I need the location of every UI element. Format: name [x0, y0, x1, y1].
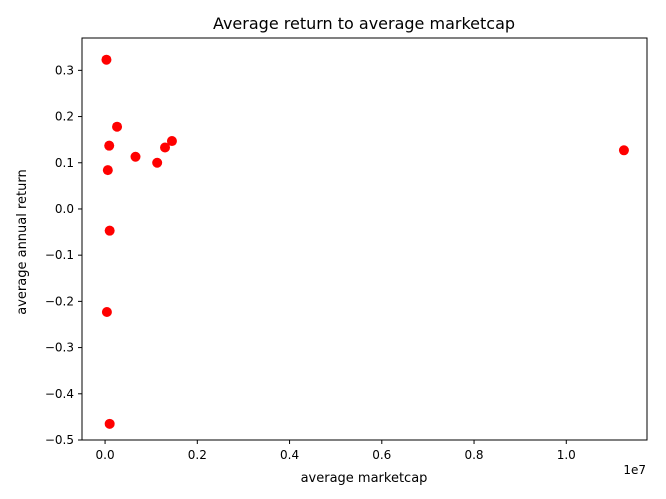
x-tick-label: 0.6: [372, 448, 391, 462]
y-tick-label: −0.1: [45, 248, 74, 262]
x-tick-label: 0.2: [188, 448, 207, 462]
y-tick-label: 0.0: [55, 202, 74, 216]
y-tick-label: −0.4: [45, 387, 74, 401]
x-tick-label: 1.0: [557, 448, 576, 462]
scatter-point: [130, 151, 141, 162]
y-axis-label: average annual return: [15, 169, 30, 315]
x-axis-label: average marketcap: [301, 471, 428, 486]
chart-title: Average return to average marketcap: [213, 14, 515, 33]
scatter-point: [152, 157, 163, 168]
points-layer: [101, 54, 629, 429]
x-axis-offset-text: 1e7: [623, 463, 646, 477]
y-tick-label: 0.2: [55, 110, 74, 124]
x-tick-label: 0.4: [280, 448, 299, 462]
y-tick-label: −0.2: [45, 294, 74, 308]
scatter-point: [104, 225, 115, 236]
x-axis-ticks: 0.0 0.2 0.4 0.6 0.8 1.0: [96, 440, 576, 462]
scatter-point: [101, 307, 112, 318]
y-axis-ticks: 0.3 0.2 0.1 0.0 −0.1 −0.2 −0.3 −0.4 −0.5: [45, 63, 82, 447]
scatter-point: [160, 142, 171, 153]
x-tick-label: 0.8: [464, 448, 483, 462]
plot-area: 0.0 0.2 0.4 0.6 0.8 1.0 0.3 0.2 0.1 0.0 −0.1 −0.2 −…: [45, 37, 648, 462]
scatter-point: [112, 121, 123, 132]
y-tick-label: 0.3: [55, 63, 74, 77]
scatter-point: [618, 145, 629, 156]
x-tick-label: 0.0: [96, 448, 115, 462]
y-tick-label: −0.5: [45, 433, 74, 447]
scatter-point: [104, 418, 115, 429]
scatter-point: [101, 54, 112, 65]
scatter-point: [102, 165, 113, 176]
y-tick-label: 0.1: [55, 156, 74, 170]
scatter-point: [104, 140, 115, 151]
plot-frame: [81, 37, 648, 441]
scatter-point: [166, 136, 177, 147]
y-tick-label: −0.3: [45, 341, 74, 355]
